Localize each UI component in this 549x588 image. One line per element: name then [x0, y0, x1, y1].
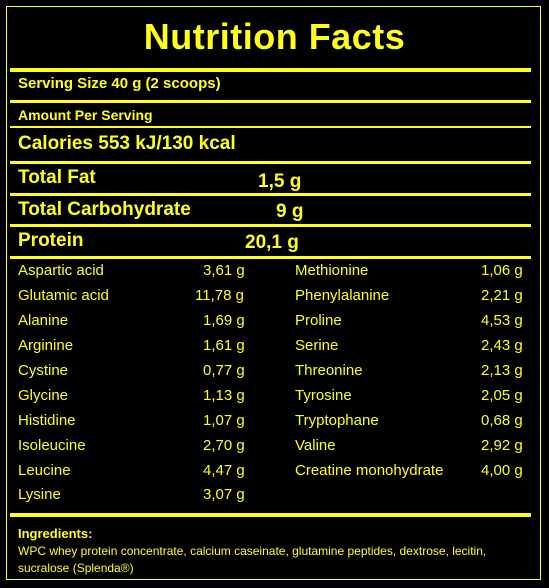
calories: Calories 553 kJ/130 kcal — [18, 133, 236, 154]
amino-left-value-9: 3,07 g — [203, 486, 245, 503]
amino-right-value-4: 2,13 g — [481, 362, 523, 379]
amino-left-name-8: Leucine — [18, 462, 71, 479]
page-title: Nutrition Facts — [143, 16, 406, 57]
amino-right-name-8: Creatine monohydrate — [295, 462, 444, 479]
amino-left-value-8: 4,47 g — [203, 462, 245, 479]
amino-left-value-0: 3,61 g — [203, 262, 245, 279]
amino-left-name-2: Alanine — [18, 312, 69, 329]
divider — [10, 161, 531, 164]
amino-left-value-5: 1,13 g — [203, 387, 245, 404]
total-fat-value: 1,5 g — [258, 171, 302, 192]
amino-right-value-1: 2,21 g — [481, 287, 523, 304]
amino-right-value-6: 0,68 g — [481, 412, 523, 429]
protein-label: Protein — [18, 230, 84, 251]
amino-left-value-3: 1,61 g — [203, 337, 245, 354]
divider-thick — [10, 68, 531, 72]
amino-left-name-9: Lysine — [18, 486, 61, 503]
serving-size: Serving Size 40 g (2 scoops) — [18, 75, 221, 92]
amino-left-value-6: 1,07 g — [203, 412, 245, 429]
amino-right-value-2: 4,53 g — [481, 312, 523, 329]
divider-thick — [10, 513, 531, 517]
nutrition-facts-panel — [6, 6, 541, 580]
amino-right-value-8: 4,00 g — [481, 462, 523, 479]
total-fat-label: Total Fat — [18, 167, 96, 188]
amino-right-name-2: Proline — [295, 312, 342, 329]
amino-left-name-6: Histidine — [18, 412, 76, 429]
amino-left-name-5: Glycine — [18, 387, 69, 404]
amino-left-value-4: 0,77 g — [203, 362, 245, 379]
amino-right-name-0: Methionine — [295, 262, 369, 279]
amino-right-name-3: Serine — [295, 337, 339, 354]
ingredients-text: WPC whey protein concentrate, calcium ca… — [18, 544, 487, 575]
amino-right-value-7: 2,92 g — [481, 437, 523, 454]
amino-right-value-0: 1,06 g — [481, 262, 523, 279]
amino-left-name-0: Aspartic acid — [18, 262, 104, 279]
divider — [10, 126, 531, 128]
total-carbohydrate-value: 9 g — [276, 201, 304, 222]
protein-value: 20,1 g — [245, 232, 299, 253]
amount-per-serving-label: Amount Per Serving — [18, 107, 153, 123]
amino-left-value-1: 11,78 g — [195, 287, 244, 304]
amino-right-value-3: 2,43 g — [481, 337, 523, 354]
amino-left-value-2: 1,69 g — [203, 312, 245, 329]
amino-right-name-1: Phenylalanine — [295, 287, 390, 304]
ingredients-label: Ingredients: — [18, 526, 93, 541]
divider — [10, 193, 531, 196]
amino-left-name-1: Glutamic acid — [18, 287, 109, 304]
total-carbohydrate-label: Total Carbohydrate — [18, 199, 191, 220]
amino-right-name-7: Valine — [295, 437, 336, 454]
amino-left-name-3: Arginine — [18, 337, 74, 354]
amino-right-name-4: Threonine — [295, 362, 363, 379]
amino-right-name-6: Tryptophane — [295, 412, 379, 429]
amino-left-name-7: Isoleucine — [18, 437, 86, 454]
amino-left-value-7: 2,70 g — [203, 437, 245, 454]
amino-right-value-5: 2,05 g — [481, 387, 523, 404]
amino-left-name-4: Cystine — [18, 362, 69, 379]
divider — [10, 224, 531, 227]
divider — [10, 256, 531, 259]
divider — [10, 100, 531, 103]
amino-right-name-5: Tyrosine — [295, 387, 352, 404]
